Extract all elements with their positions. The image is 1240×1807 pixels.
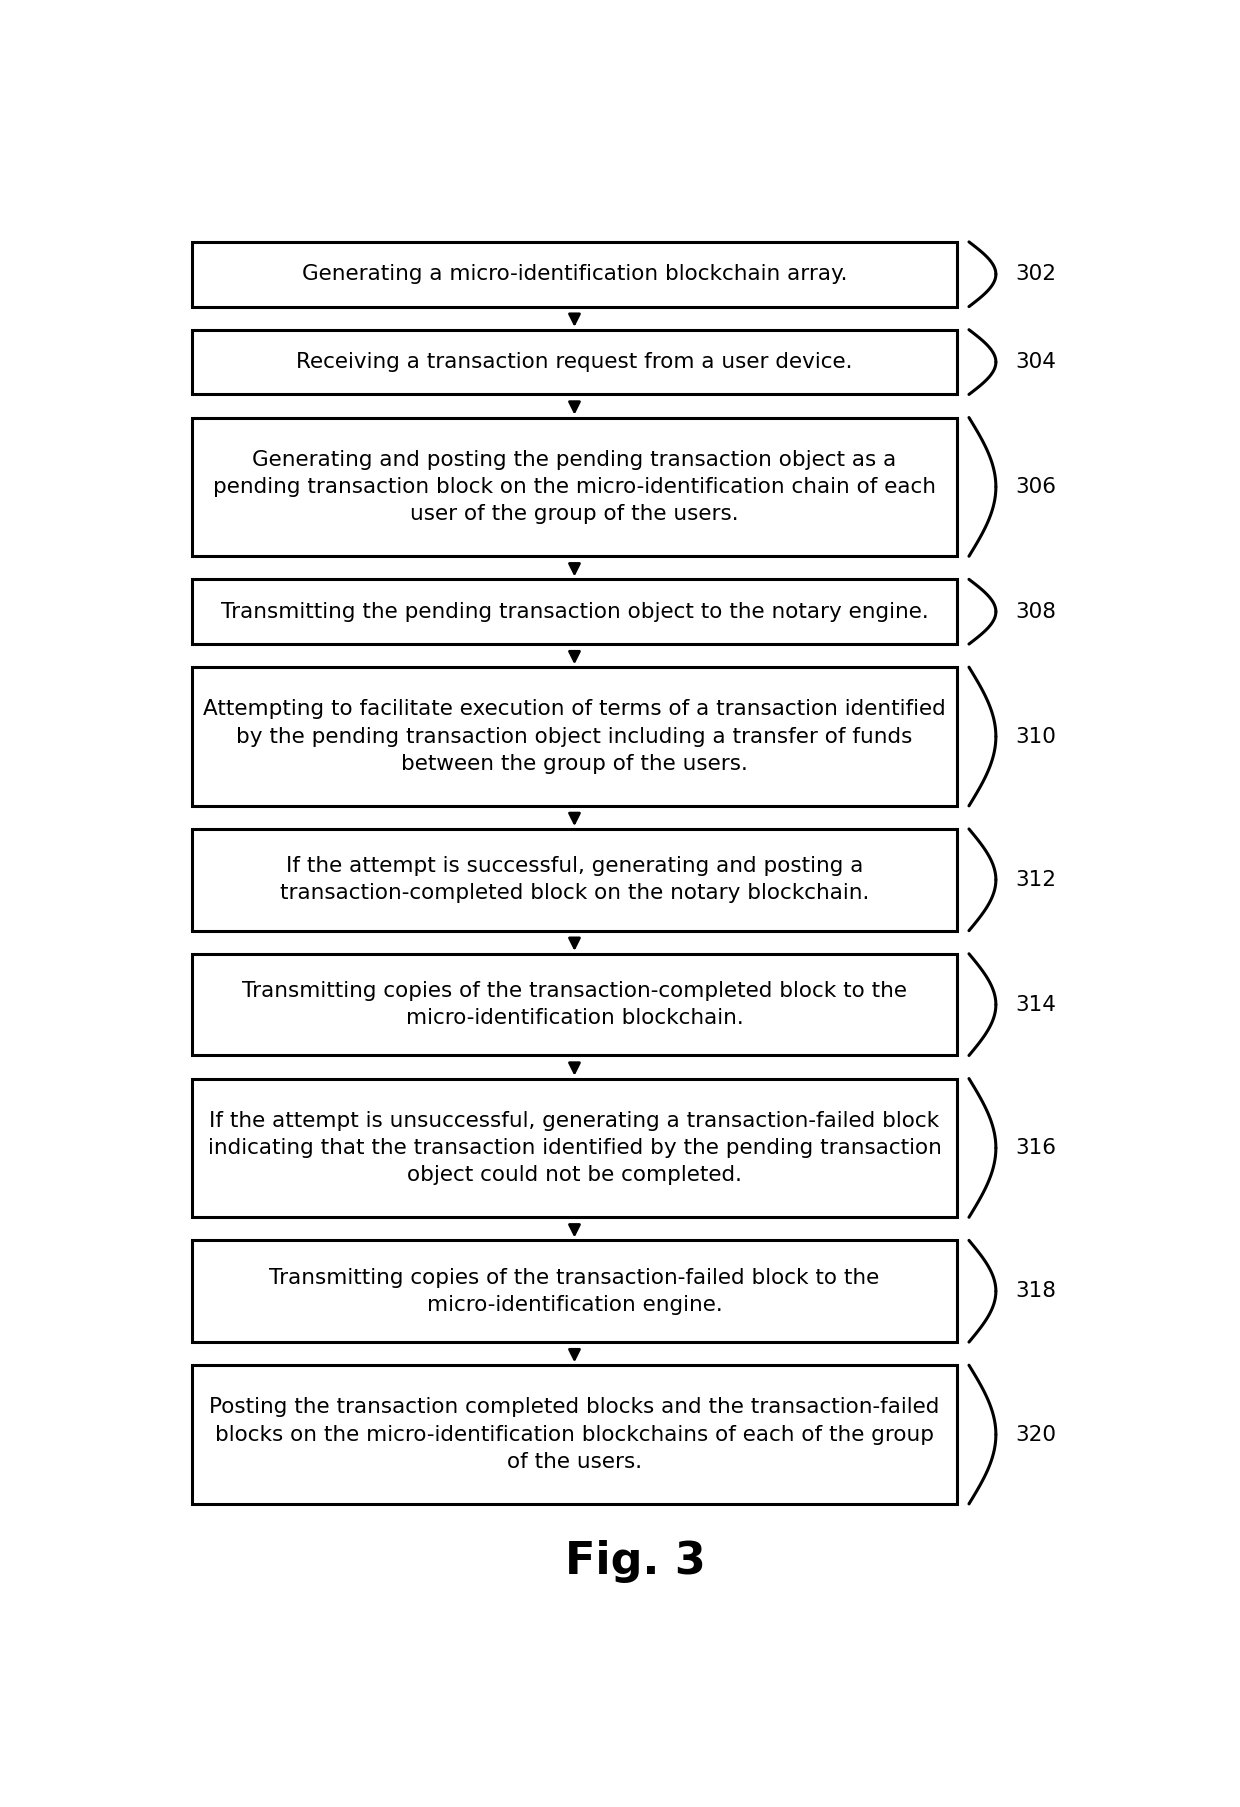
Bar: [191, 1366, 957, 1503]
Text: 314: 314: [1016, 994, 1056, 1014]
Bar: [191, 667, 957, 806]
Bar: [191, 954, 957, 1055]
Bar: [191, 329, 957, 394]
Text: Attempting to facilitate execution of terms of a transaction identified
by the p: Attempting to facilitate execution of te…: [203, 699, 946, 773]
Text: 304: 304: [1016, 352, 1056, 372]
Text: Fig. 3: Fig. 3: [565, 1540, 706, 1583]
Text: Transmitting copies of the transaction-failed block to the
micro-identification : Transmitting copies of the transaction-f…: [269, 1269, 879, 1315]
Text: 320: 320: [1016, 1424, 1056, 1444]
Text: 318: 318: [1016, 1281, 1056, 1301]
Bar: [191, 1240, 957, 1343]
Text: Transmitting copies of the transaction-completed block to the
micro-identificati: Transmitting copies of the transaction-c…: [242, 981, 906, 1028]
Text: 316: 316: [1016, 1138, 1056, 1158]
Text: 310: 310: [1016, 726, 1056, 746]
Text: 302: 302: [1016, 264, 1056, 284]
Bar: [191, 1079, 957, 1218]
Text: 308: 308: [1016, 602, 1056, 622]
Text: If the attempt is successful, generating and posting a
transaction-completed blo: If the attempt is successful, generating…: [280, 857, 869, 904]
Bar: [191, 417, 957, 557]
Text: 306: 306: [1016, 477, 1056, 497]
Text: Posting the transaction completed blocks and the transaction-failed
blocks on th: Posting the transaction completed blocks…: [210, 1397, 940, 1471]
Text: Generating a micro-identification blockchain array.: Generating a micro-identification blockc…: [301, 264, 847, 284]
Text: Generating and posting the pending transaction object as a
pending transaction b: Generating and posting the pending trans…: [213, 450, 936, 524]
Bar: [191, 580, 957, 643]
Text: Transmitting the pending transaction object to the notary engine.: Transmitting the pending transaction obj…: [221, 602, 929, 622]
Bar: [191, 242, 957, 307]
Text: Receiving a transaction request from a user device.: Receiving a transaction request from a u…: [296, 352, 853, 372]
Text: 312: 312: [1016, 869, 1056, 889]
Text: If the attempt is unsuccessful, generating a transaction-failed block
indicating: If the attempt is unsuccessful, generati…: [207, 1111, 941, 1185]
Bar: [191, 829, 957, 931]
